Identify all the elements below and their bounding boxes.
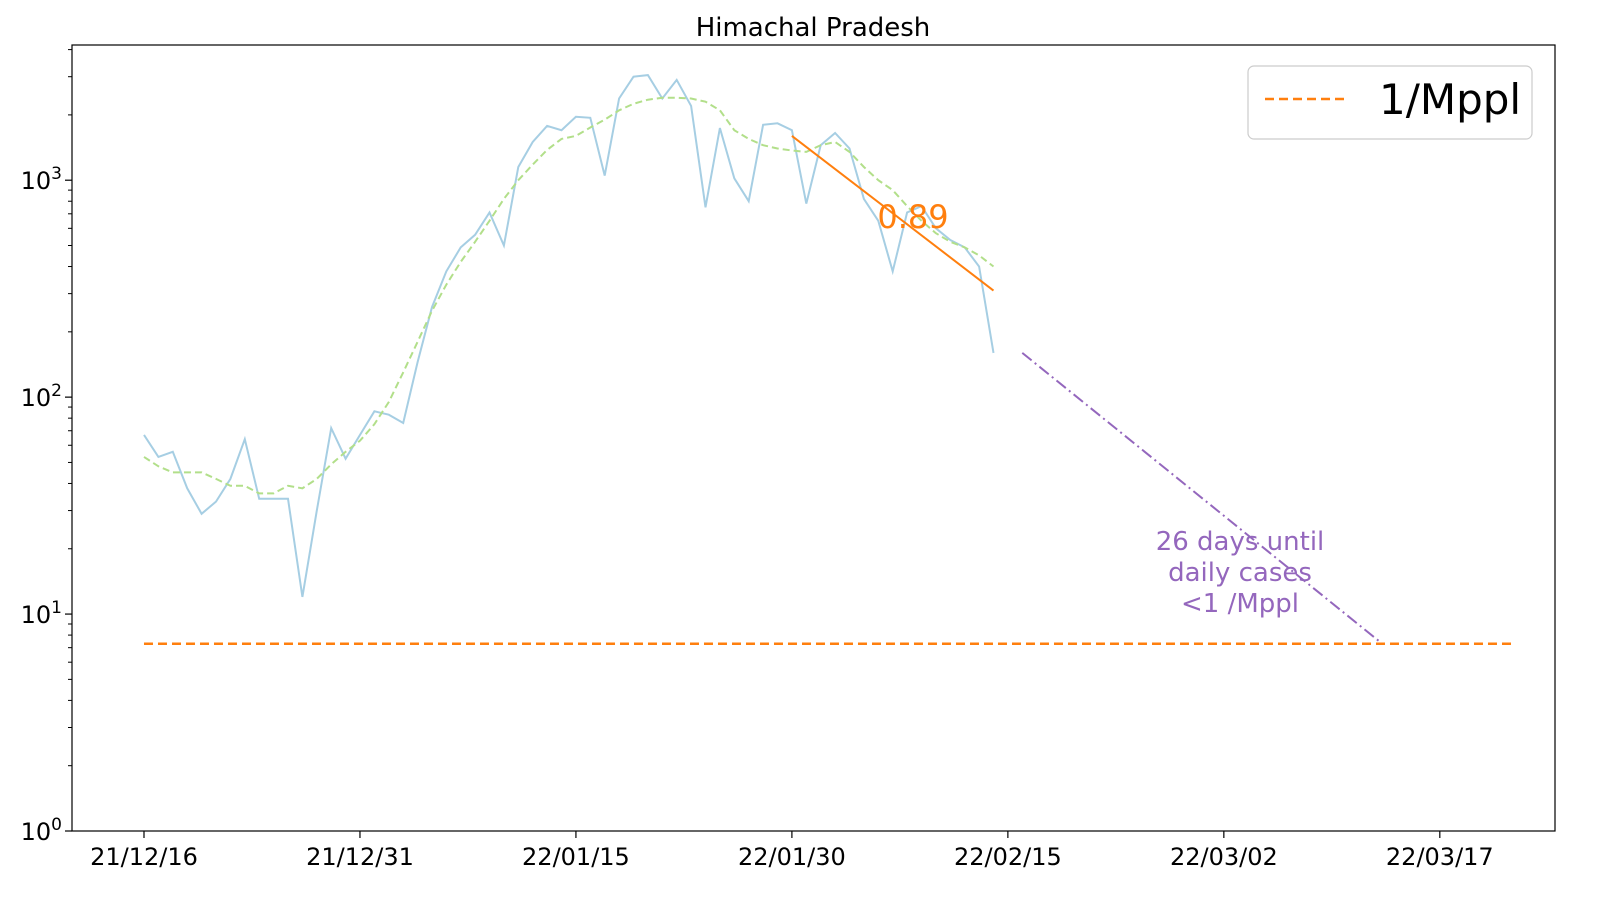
chart-title: Himachal Pradesh bbox=[696, 13, 931, 43]
y-tick-label: 102 bbox=[21, 381, 62, 412]
legend: 1/Mppl bbox=[1247, 65, 1533, 140]
fit-line bbox=[791, 135, 995, 292]
x-tick-label: 22/03/17 bbox=[1386, 843, 1494, 871]
projection-annotation-line: 26 days until bbox=[1156, 527, 1325, 557]
y-tick-label: 100 bbox=[21, 815, 62, 846]
axes: 21/12/16 21/12/31 22/01/15 22/01/30 22/02/15… bbox=[21, 49, 1494, 871]
legend-label-threshold: 1/Mppl bbox=[1379, 75, 1521, 124]
y-tick-label: 101 bbox=[21, 598, 62, 629]
series-daily-cases bbox=[143, 74, 995, 598]
y-tick-label: 103 bbox=[21, 164, 62, 195]
axes-frame bbox=[71, 44, 1556, 832]
projection-annotation-line: daily cases bbox=[1168, 558, 1312, 588]
x-tick-label: 21/12/16 bbox=[90, 843, 198, 871]
x-tick-label: 22/01/30 bbox=[738, 843, 846, 871]
x-tick-label: 21/12/31 bbox=[306, 843, 414, 871]
projection-line bbox=[1021, 352, 1383, 645]
x-tick-label: 22/03/02 bbox=[1170, 843, 1278, 871]
x-tick-label: 22/02/15 bbox=[954, 843, 1062, 871]
series-smoothed bbox=[143, 96, 995, 495]
fit-label: 0.89 bbox=[877, 198, 948, 236]
x-tick-label: 22/01/15 bbox=[522, 843, 630, 871]
projection-annotation-line: <1 /Mppl bbox=[1181, 589, 1299, 619]
legend-box bbox=[1247, 65, 1533, 140]
